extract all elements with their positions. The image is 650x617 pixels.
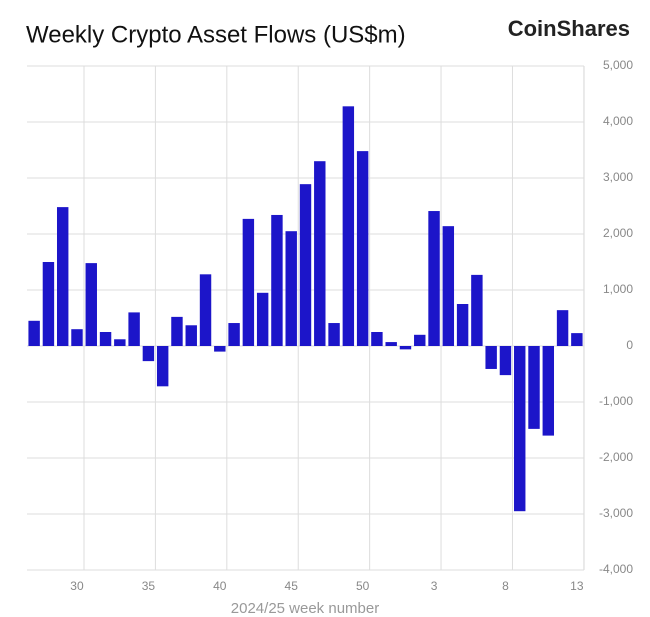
bar <box>299 184 312 346</box>
bar <box>528 346 540 429</box>
x-tick-label: 30 <box>70 579 84 593</box>
bar <box>71 329 83 346</box>
bar <box>271 214 283 346</box>
bar <box>199 274 212 346</box>
chart-title: Weekly Crypto Asset Flows (US$m) <box>26 21 406 48</box>
y-tick-label: 3,000 <box>603 170 633 184</box>
bar <box>285 231 297 346</box>
bar <box>342 106 355 346</box>
bar <box>414 334 426 346</box>
y-tick-label: -2,000 <box>599 450 633 464</box>
x-tick-label: 13 <box>570 579 584 593</box>
bar <box>428 211 440 346</box>
y-tick-label: -1,000 <box>599 394 633 408</box>
y-tick-label: 5,000 <box>603 58 633 72</box>
bar <box>185 325 197 346</box>
bar <box>499 346 512 376</box>
brand-logo: CoinShares <box>508 16 630 41</box>
y-tick-label: -4,000 <box>599 562 633 576</box>
x-tick-label: 45 <box>285 579 299 593</box>
bar <box>214 346 226 352</box>
bar <box>28 320 40 346</box>
bar <box>114 339 126 346</box>
bar <box>228 323 240 346</box>
y-tick-label: 2,000 <box>603 226 633 240</box>
bar <box>85 263 97 346</box>
bar <box>42 262 55 346</box>
bar <box>471 274 483 346</box>
y-tick-label: 0 <box>626 338 633 352</box>
bar <box>485 346 497 369</box>
bar <box>371 332 383 346</box>
bar <box>314 161 326 346</box>
y-tick-label: 1,000 <box>603 282 633 296</box>
x-tick-label: 50 <box>356 579 370 593</box>
bar <box>142 346 155 362</box>
y-tick-label: 4,000 <box>603 114 633 128</box>
bar <box>514 346 526 512</box>
x-tick-label: 35 <box>142 579 156 593</box>
x-axis-label: 2024/25 week number <box>231 600 379 617</box>
bar <box>571 333 583 346</box>
bar <box>385 342 397 346</box>
bar <box>328 323 340 346</box>
bar <box>399 346 412 350</box>
bar <box>256 292 269 346</box>
x-tick-label: 8 <box>502 579 509 593</box>
y-tick-label: -3,000 <box>599 506 633 520</box>
bar <box>442 226 455 346</box>
bar <box>128 312 140 346</box>
bar <box>456 304 469 346</box>
x-tick-label: 40 <box>213 579 227 593</box>
bar <box>556 310 569 346</box>
bar <box>56 207 69 346</box>
bar <box>171 316 183 346</box>
bar <box>156 346 169 387</box>
bar <box>242 218 255 346</box>
bar <box>356 151 369 346</box>
bar <box>99 332 112 346</box>
x-tick-label: 3 <box>431 579 438 593</box>
bar <box>542 346 555 436</box>
